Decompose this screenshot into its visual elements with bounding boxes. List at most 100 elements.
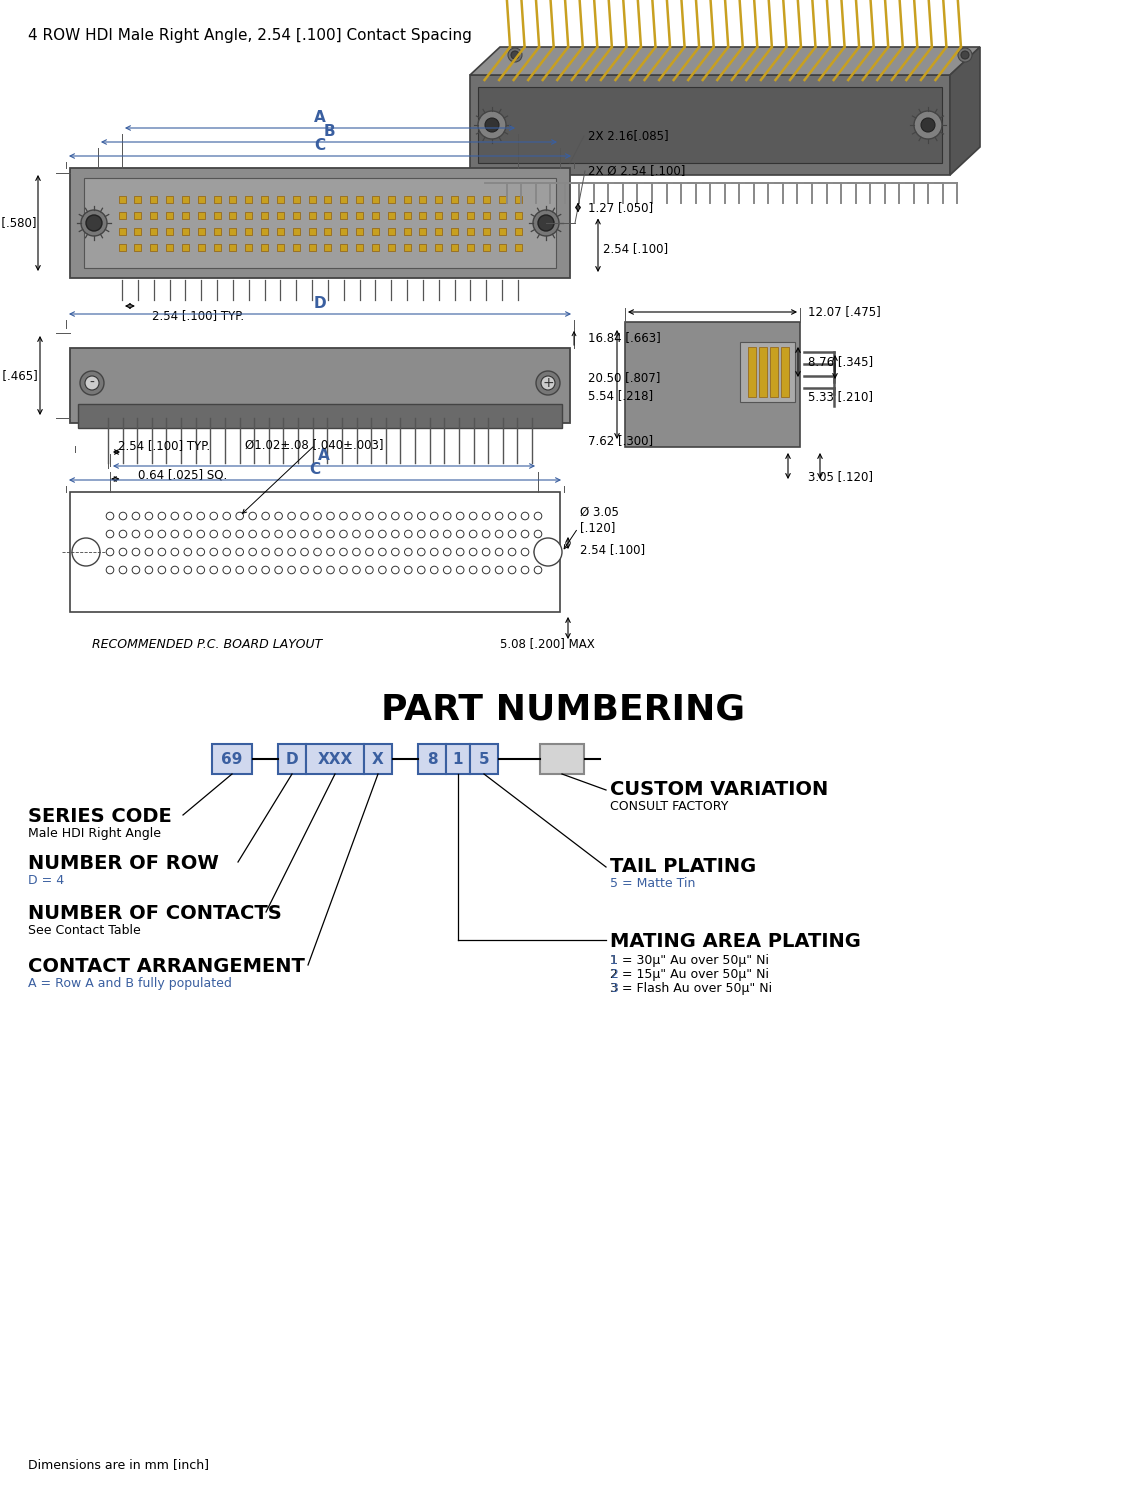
Text: 2X 2.16[.085]: 2X 2.16[.085] bbox=[588, 129, 669, 143]
Bar bbox=[198, 196, 205, 204]
Text: 20.50 [.807]: 20.50 [.807] bbox=[588, 372, 660, 385]
Circle shape bbox=[378, 531, 386, 538]
Bar bbox=[452, 227, 458, 235]
Bar bbox=[277, 212, 284, 218]
Bar bbox=[467, 244, 474, 251]
Circle shape bbox=[184, 548, 191, 556]
Text: 8: 8 bbox=[427, 752, 437, 767]
Circle shape bbox=[86, 215, 102, 230]
Circle shape bbox=[132, 513, 140, 520]
Bar bbox=[759, 348, 767, 397]
Bar bbox=[420, 227, 427, 235]
Bar bbox=[452, 196, 458, 204]
Bar bbox=[182, 196, 189, 204]
Circle shape bbox=[511, 51, 519, 59]
Bar bbox=[499, 244, 506, 251]
Circle shape bbox=[301, 513, 309, 520]
Bar bbox=[84, 178, 556, 267]
Bar bbox=[403, 212, 411, 218]
Text: 3 = Flash Au over 50μ" Ni: 3 = Flash Au over 50μ" Ni bbox=[610, 982, 772, 996]
Text: 0.64 [.025] SQ.: 0.64 [.025] SQ. bbox=[138, 468, 227, 481]
Bar bbox=[245, 212, 252, 218]
Bar bbox=[261, 227, 268, 235]
Bar bbox=[467, 227, 474, 235]
Bar bbox=[436, 212, 443, 218]
Circle shape bbox=[301, 566, 309, 574]
Circle shape bbox=[158, 513, 166, 520]
Bar bbox=[372, 244, 379, 251]
Bar bbox=[182, 212, 189, 218]
Circle shape bbox=[262, 531, 269, 538]
Circle shape bbox=[197, 531, 205, 538]
Text: 1: 1 bbox=[610, 954, 618, 967]
Text: Ø1.02±.08 [.040±.003]: Ø1.02±.08 [.040±.003] bbox=[245, 438, 384, 452]
Polygon shape bbox=[470, 48, 980, 74]
Bar bbox=[78, 404, 562, 428]
Bar bbox=[166, 244, 173, 251]
Text: 3.05 [.120]: 3.05 [.120] bbox=[808, 471, 873, 483]
Circle shape bbox=[158, 548, 166, 556]
Text: NUMBER OF CONTACTS: NUMBER OF CONTACTS bbox=[28, 903, 282, 923]
Bar bbox=[372, 196, 379, 204]
Circle shape bbox=[444, 548, 452, 556]
Circle shape bbox=[392, 531, 399, 538]
Circle shape bbox=[275, 548, 283, 556]
Circle shape bbox=[508, 548, 516, 556]
Bar bbox=[309, 212, 315, 218]
Text: 5: 5 bbox=[479, 752, 490, 767]
Circle shape bbox=[132, 531, 140, 538]
Circle shape bbox=[482, 566, 490, 574]
Bar bbox=[748, 348, 756, 397]
Bar bbox=[134, 212, 142, 218]
Circle shape bbox=[119, 513, 127, 520]
Circle shape bbox=[430, 566, 438, 574]
Circle shape bbox=[119, 566, 127, 574]
Text: CONSULT FACTORY: CONSULT FACTORY bbox=[610, 799, 729, 813]
Circle shape bbox=[223, 548, 231, 556]
Bar bbox=[70, 348, 570, 424]
Bar bbox=[387, 212, 395, 218]
Bar bbox=[436, 196, 443, 204]
Circle shape bbox=[470, 513, 477, 520]
Circle shape bbox=[249, 531, 257, 538]
Bar bbox=[293, 212, 300, 218]
Text: 5.33 [.210]: 5.33 [.210] bbox=[808, 391, 873, 404]
Circle shape bbox=[495, 513, 503, 520]
Circle shape bbox=[538, 215, 554, 230]
Circle shape bbox=[327, 531, 334, 538]
Circle shape bbox=[340, 548, 347, 556]
Bar bbox=[483, 196, 490, 204]
Bar bbox=[277, 227, 284, 235]
Circle shape bbox=[444, 513, 452, 520]
Bar bbox=[230, 196, 236, 204]
Text: Ø 3.05
[.120]: Ø 3.05 [.120] bbox=[580, 507, 619, 533]
Circle shape bbox=[521, 566, 529, 574]
Text: 2.54 [.100] TYP.: 2.54 [.100] TYP. bbox=[118, 440, 211, 453]
Bar bbox=[515, 196, 521, 204]
Circle shape bbox=[249, 548, 257, 556]
Circle shape bbox=[288, 513, 295, 520]
Circle shape bbox=[106, 566, 114, 574]
Text: X: X bbox=[372, 752, 384, 767]
Circle shape bbox=[235, 513, 243, 520]
Circle shape bbox=[171, 566, 179, 574]
Circle shape bbox=[404, 548, 412, 556]
Bar bbox=[198, 212, 205, 218]
Text: 11.81 [.465]: 11.81 [.465] bbox=[0, 369, 38, 382]
Circle shape bbox=[418, 566, 426, 574]
Circle shape bbox=[119, 548, 127, 556]
Bar bbox=[245, 196, 252, 204]
Circle shape bbox=[275, 566, 283, 574]
Circle shape bbox=[521, 548, 529, 556]
Text: RECOMMENDED P.C. BOARD LAYOUT: RECOMMENDED P.C. BOARD LAYOUT bbox=[92, 637, 322, 651]
Text: MATING AREA PLATING: MATING AREA PLATING bbox=[610, 932, 861, 951]
Circle shape bbox=[262, 548, 269, 556]
Circle shape bbox=[392, 513, 399, 520]
Circle shape bbox=[340, 513, 347, 520]
Bar bbox=[499, 196, 506, 204]
Text: NUMBER OF ROW: NUMBER OF ROW bbox=[28, 854, 218, 872]
Bar bbox=[166, 212, 173, 218]
Bar bbox=[182, 244, 189, 251]
Bar bbox=[166, 227, 173, 235]
Bar bbox=[150, 212, 158, 218]
